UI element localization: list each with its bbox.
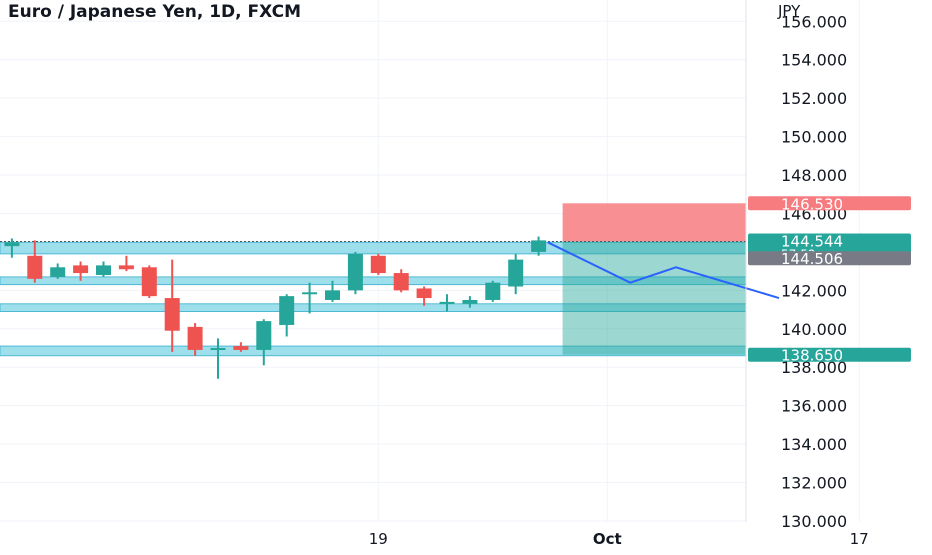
price-tick-label: 130.000 <box>781 512 847 531</box>
stop-loss-zone[interactable] <box>562 203 746 242</box>
price-tick-label: 140.000 <box>781 320 847 339</box>
price-tick-label: 154.000 <box>781 51 847 70</box>
price-tick-label: 138.000 <box>781 358 847 377</box>
price-tick-label: 156.000 <box>781 12 847 31</box>
grid-lines <box>0 0 860 522</box>
candle-body-up <box>256 321 272 350</box>
candle-body-up <box>279 296 295 325</box>
price-axis[interactable]: 130.000 132.000 134.000 136.000 138.000 140.0… <box>781 12 847 531</box>
projection-path[interactable] <box>547 241 780 300</box>
candle-body-up <box>485 282 501 300</box>
candle-body-down <box>164 298 180 331</box>
candle-body-down <box>141 267 157 297</box>
candle-body-down <box>370 255 386 274</box>
candle-body-down <box>73 265 89 274</box>
price-badge-label: 146.530 <box>781 195 843 213</box>
candle-body-up <box>439 301 455 304</box>
candle-body-up <box>50 267 66 277</box>
price-badge-label: 138.650 <box>781 347 843 365</box>
price-tick-label: 148.000 <box>781 166 847 185</box>
candle-body-up <box>508 259 524 287</box>
candle-body-down <box>27 255 43 279</box>
price-tick-label: 152.000 <box>781 89 847 108</box>
price-tick-label: 132.000 <box>781 474 847 493</box>
time-tick-label: 19 <box>369 530 388 548</box>
price-tick-label: 134.000 <box>781 435 847 454</box>
time-tick-label: 17 <box>850 530 869 548</box>
candle-body-up <box>4 242 20 247</box>
price-tick-label: 142.000 <box>781 281 847 300</box>
price-tick-label: 150.000 <box>781 128 847 147</box>
candle-body-up <box>302 292 318 295</box>
price-badge-label: 144.544 <box>781 232 843 250</box>
projection-line[interactable] <box>547 241 780 300</box>
currency-label: JPY <box>778 2 801 20</box>
take-profit-zone[interactable] <box>562 241 746 355</box>
candle-body-down <box>118 265 134 270</box>
candle-body-down <box>187 326 203 350</box>
candle-body-down <box>416 288 432 299</box>
time-tick-label: Oct <box>593 530 622 548</box>
candle-body-up <box>325 290 340 300</box>
candle-body-down <box>233 346 249 350</box>
time-axis[interactable]: 19Oct1728 <box>369 530 932 548</box>
candle-body-up <box>96 265 111 275</box>
candlestick-series <box>4 236 547 379</box>
price-badge-stop <box>748 196 911 211</box>
price-badge-target <box>748 347 911 362</box>
price-badge-label: 144.506 <box>781 250 843 268</box>
candle-body-up <box>210 348 226 351</box>
candle-body-up <box>347 253 363 291</box>
candle-body-down <box>393 273 409 291</box>
symbol-title[interactable]: Euro / Japanese Yen, 1D, FXCM <box>8 2 302 22</box>
candle-body-up <box>462 299 478 304</box>
candle-body-up <box>531 240 547 252</box>
short-position-tool[interactable] <box>0 203 746 355</box>
price-badge-last <box>748 251 911 266</box>
price-tick-label: 136.000 <box>781 397 847 416</box>
